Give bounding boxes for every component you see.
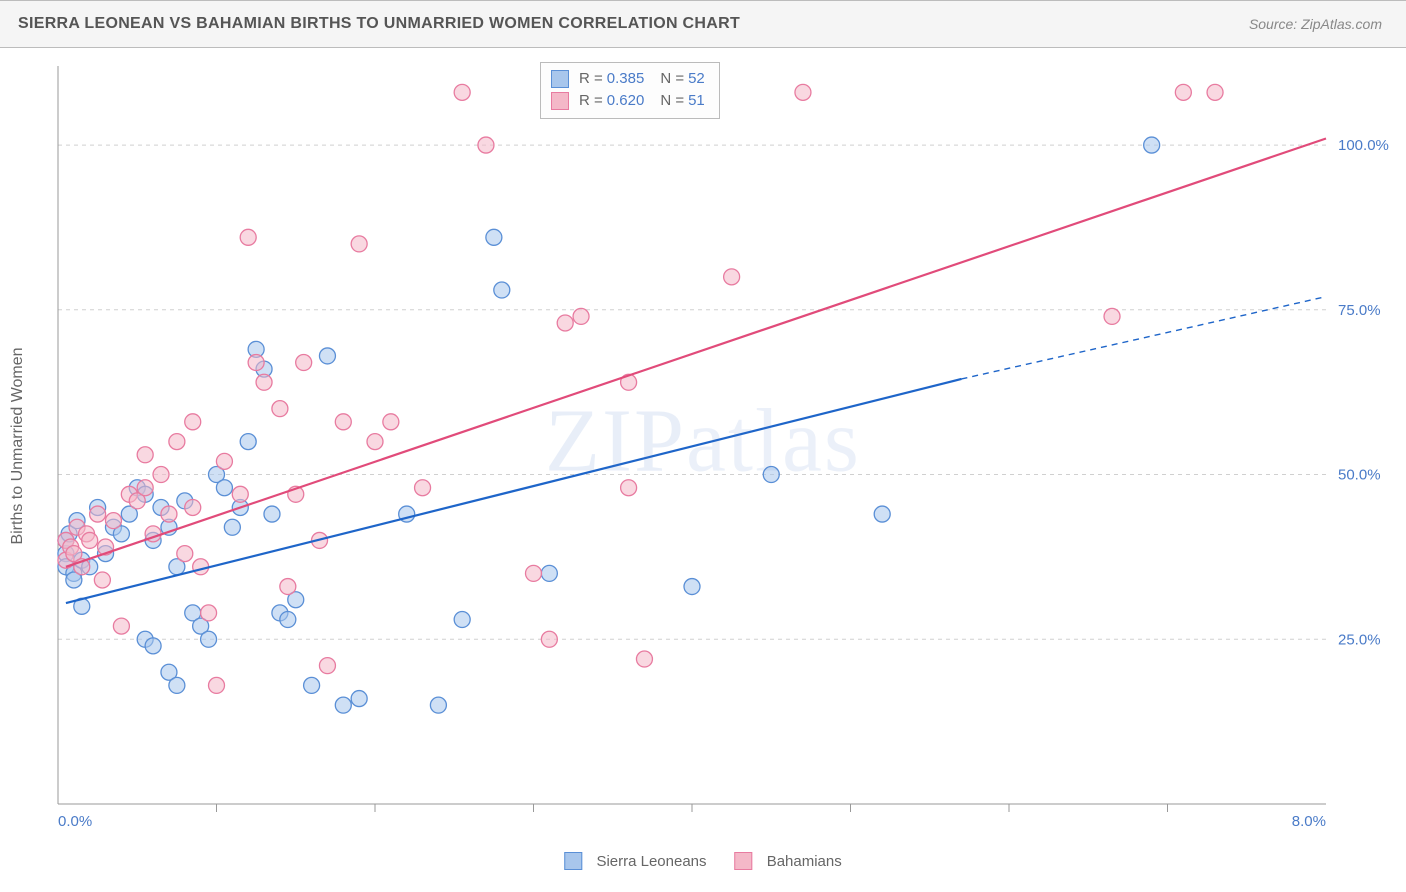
n-value: 51 — [688, 90, 705, 112]
svg-text:0.0%: 0.0% — [58, 813, 92, 830]
svg-text:75.0%: 75.0% — [1338, 302, 1381, 319]
chart-source: Source: ZipAtlas.com — [1249, 16, 1382, 32]
stats-row-series-2: R = 0.620 N = 51 — [551, 90, 705, 112]
n-label: N = — [660, 90, 684, 112]
n-label: N = — [660, 68, 684, 90]
legend-item: Sierra Leoneans — [564, 852, 706, 870]
swatch-icon — [551, 92, 569, 110]
r-value: 0.620 — [607, 90, 645, 112]
legend: Sierra Leoneans Bahamians — [564, 852, 841, 870]
legend-label: Sierra Leoneans — [596, 853, 706, 870]
svg-text:8.0%: 8.0% — [1292, 813, 1326, 830]
r-value: 0.385 — [607, 68, 645, 90]
chart-header: SIERRA LEONEAN VS BAHAMIAN BIRTHS TO UNM… — [0, 0, 1406, 48]
plot-area: 25.0% 50.0% 75.0% 100.0% 0.0% 8.0% — [50, 60, 1396, 832]
correlation-stats-box: R = 0.385 N = 52 R = 0.620 N = 51 — [540, 62, 720, 119]
legend-label: Bahamians — [767, 853, 842, 870]
stats-row-series-1: R = 0.385 N = 52 — [551, 68, 705, 90]
chart-title: SIERRA LEONEAN VS BAHAMIAN BIRTHS TO UNM… — [18, 15, 740, 33]
n-value: 52 — [688, 68, 705, 90]
swatch-icon — [564, 852, 582, 870]
svg-text:25.0%: 25.0% — [1338, 631, 1381, 648]
y-axis-label: Births to Unmarried Women — [9, 347, 27, 544]
svg-text:100.0%: 100.0% — [1338, 137, 1389, 154]
swatch-icon — [735, 852, 753, 870]
legend-item: Bahamians — [735, 852, 842, 870]
r-label: R = — [579, 68, 603, 90]
svg-text:50.0%: 50.0% — [1338, 467, 1381, 484]
scatter-chart: 25.0% 50.0% 75.0% 100.0% 0.0% 8.0% — [50, 60, 1396, 832]
swatch-icon — [551, 70, 569, 88]
r-label: R = — [579, 90, 603, 112]
